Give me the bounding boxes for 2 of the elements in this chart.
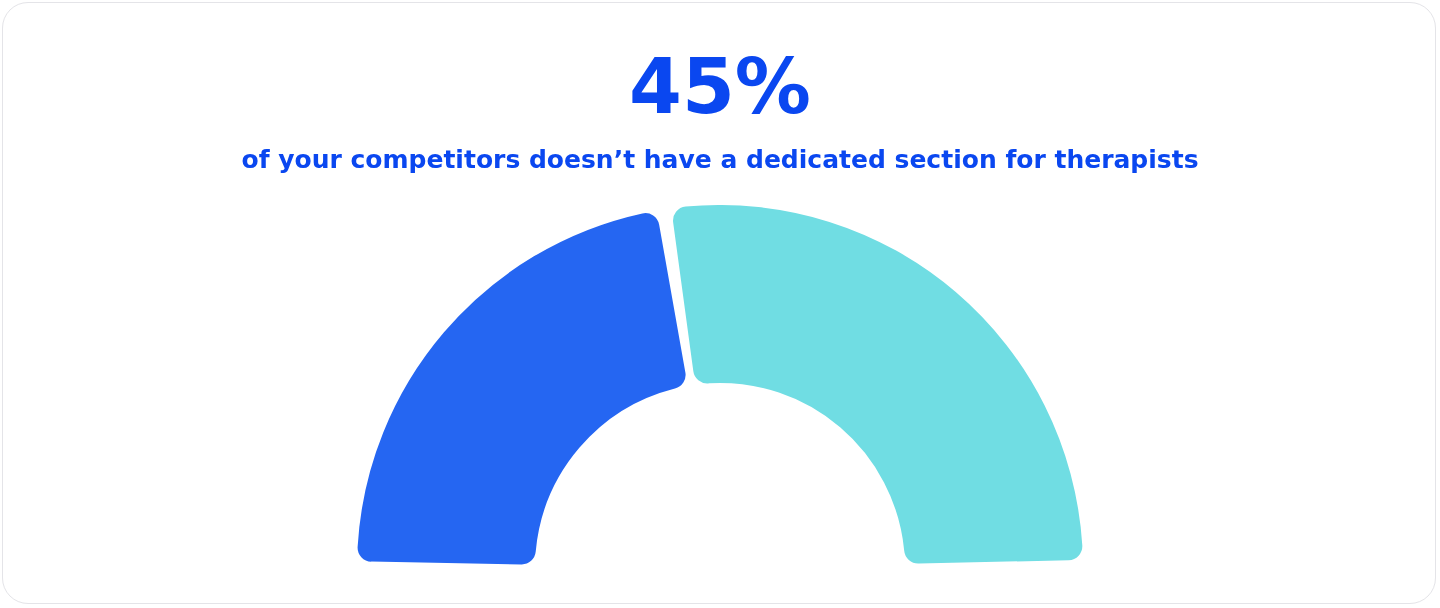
chart-subtitle: of your competitors doesn’t have a dedicated section for therapists [240, 144, 1200, 176]
chart-title: 45% [628, 42, 812, 132]
